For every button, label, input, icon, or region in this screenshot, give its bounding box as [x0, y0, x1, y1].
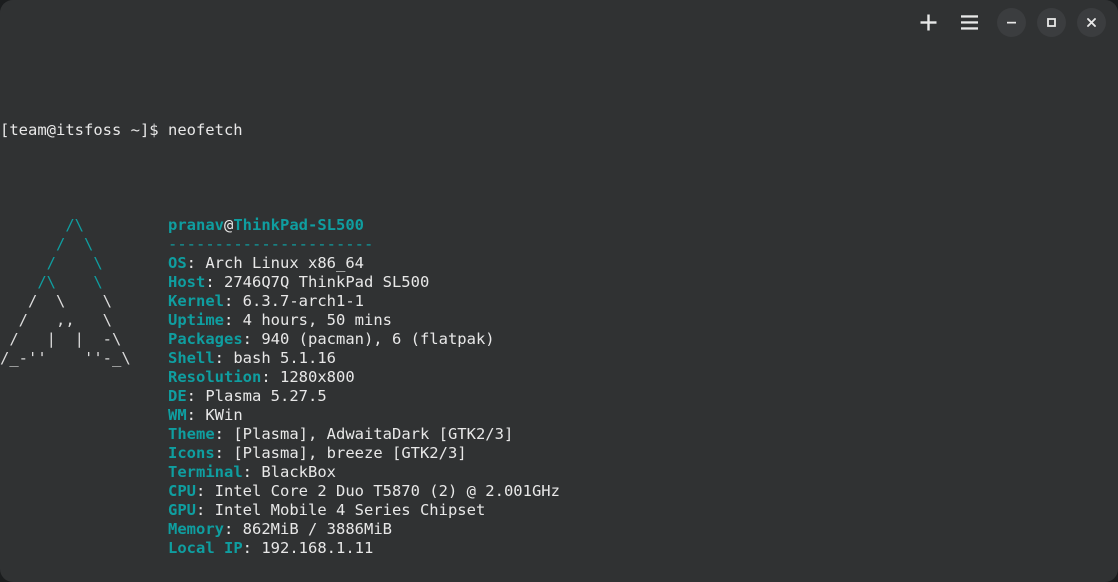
close-button[interactable]: [1077, 8, 1106, 37]
neofetch-entry: Local IP: 192.168.1.11: [168, 539, 560, 558]
titlebar: [0, 0, 1118, 45]
neofetch-separator: ----------------------: [168, 235, 374, 253]
neofetch-entry-colon: :: [261, 368, 280, 386]
neofetch-entry: Resolution: 1280x800: [168, 368, 560, 387]
neofetch-entry-value: 862MiB / 3886MiB: [242, 520, 392, 538]
ascii-art-line: /_-'' ''-_\: [0, 349, 131, 367]
ascii-art-line: / \: [0, 254, 103, 272]
neofetch-entry: Icons: [Plasma], breeze [GTK2/3]: [168, 444, 560, 463]
neofetch-entry-value: Intel Mobile 4 Series Chipset: [214, 501, 486, 519]
neofetch-entry-label: Shell: [168, 349, 215, 367]
neofetch-entry-colon: :: [186, 406, 206, 424]
neofetch-entry-value: 940 (pacman), 6 (flatpak): [261, 330, 495, 348]
neofetch-entry-label: Resolution: [168, 368, 262, 386]
neofetch-entry-value: BlackBox: [261, 463, 336, 481]
neofetch-host: ThinkPad-SL500: [233, 216, 364, 234]
neofetch-entry-label: Terminal: [168, 463, 243, 481]
neofetch-entry-colon: :: [242, 463, 262, 481]
neofetch-entry: Kernel: 6.3.7-arch1-1: [168, 292, 560, 311]
neofetch-entry: OS: Arch Linux x86_64: [168, 254, 560, 273]
ascii-art-line: /\: [0, 216, 84, 234]
neofetch-entry-colon: :: [224, 292, 243, 310]
menu-button[interactable]: [952, 6, 986, 40]
neofetch-entry-colon: :: [186, 387, 206, 405]
ascii-art-line: /\ \: [0, 273, 103, 291]
neofetch-entry-label: Local IP: [168, 539, 243, 557]
neofetch-entry-colon: :: [242, 330, 262, 348]
neofetch-entry-value: 192.168.1.11: [261, 539, 374, 557]
neofetch-entry-label: Memory: [168, 520, 224, 538]
neofetch-entry-label: Host: [168, 273, 206, 291]
neofetch-entry-colon: :: [214, 425, 234, 443]
hamburger-menu-icon: [960, 15, 978, 30]
neofetch-entry-value: 1280x800: [280, 368, 355, 386]
neofetch-entry-label: DE: [168, 387, 187, 405]
neofetch-entry: Theme: [Plasma], AdwaitaDark [GTK2/3]: [168, 425, 560, 444]
neofetch-entry: Uptime: 4 hours, 50 mins: [168, 311, 560, 330]
neofetch-entry: GPU: Intel Mobile 4 Series Chipset: [168, 501, 560, 520]
neofetch-entry-colon: :: [224, 520, 243, 538]
neofetch-entry-colon: :: [214, 349, 234, 367]
arch-linux-ascii-art: /\ / \ / \ /\ \ / \ \ / ,, \ / | | -\/_-…: [0, 216, 168, 368]
ascii-art-line: / \ \: [0, 292, 112, 310]
neofetch-entry-colon: :: [205, 273, 224, 291]
command-line-neofetch: [team@itsfoss ~]$ neofetch: [0, 121, 1118, 140]
maximize-button[interactable]: [1037, 8, 1066, 37]
neofetch-entry-label: Icons: [168, 444, 215, 462]
shell-prompt: [team@itsfoss ~]$: [0, 121, 168, 139]
neofetch-info-block: pranav@ThinkPad-SL500 -------------------…: [168, 216, 560, 558]
neofetch-entry-label: Packages: [168, 330, 243, 348]
neofetch-entry-label: OS: [168, 254, 187, 272]
close-icon: [1087, 18, 1096, 27]
neofetch-entry: DE: Plasma 5.27.5: [168, 387, 560, 406]
neofetch-entry-colon: :: [196, 482, 215, 500]
new-tab-button[interactable]: [911, 6, 945, 40]
neofetch-entry-colon: :: [242, 539, 262, 557]
ascii-art-line: / \: [0, 235, 94, 253]
neofetch-entry: Host: 2746Q7Q ThinkPad SL500: [168, 273, 560, 292]
neofetch-entry-colon: :: [224, 311, 243, 329]
command-text: neofetch: [167, 121, 243, 139]
minimize-button[interactable]: [997, 8, 1026, 37]
maximize-icon: [1047, 18, 1056, 27]
neofetch-entry: CPU: Intel Core 2 Duo T5870 (2) @ 2.001G…: [168, 482, 560, 501]
neofetch-entry-label: Uptime: [168, 311, 224, 329]
neofetch-entry: Shell: bash 5.1.16: [168, 349, 560, 368]
neofetch-entry-value: Plasma 5.27.5: [205, 387, 327, 405]
neofetch-entry-value: Intel Core 2 Duo T5870 (2) @ 2.001GHz: [214, 482, 560, 500]
ascii-art-line: / | | -\: [0, 330, 122, 348]
neofetch-entry-value: 4 hours, 50 mins: [242, 311, 392, 329]
terminal-screen[interactable]: [team@itsfoss ~]$ neofetch /\ / \ / \ /\…: [0, 45, 1118, 582]
neofetch-entry: WM: KWin: [168, 406, 560, 425]
neofetch-at: @: [224, 216, 234, 234]
neofetch-entry-value: KWin: [205, 406, 243, 424]
neofetch-entry: Memory: 862MiB / 3886MiB: [168, 520, 560, 539]
neofetch-entry-label: WM: [168, 406, 187, 424]
neofetch-entry-label: GPU: [168, 501, 196, 519]
neofetch-entry-label: Kernel: [168, 292, 224, 310]
neofetch-entry: Packages: 940 (pacman), 6 (flatpak): [168, 330, 560, 349]
neofetch-entry-value: bash 5.1.16: [233, 349, 336, 367]
neofetch-entry-label: Theme: [168, 425, 215, 443]
ascii-art-line: / ,, \: [0, 311, 112, 329]
neofetch-entry-value: [Plasma], AdwaitaDark [GTK2/3]: [233, 425, 514, 443]
neofetch-entry: Terminal: BlackBox: [168, 463, 560, 482]
neofetch-entry-colon: :: [196, 501, 215, 519]
neofetch-entry-colon: :: [214, 444, 234, 462]
neofetch-output: /\ / \ / \ /\ \ / \ \ / ,, \ / | | -\/_-…: [0, 216, 1118, 577]
neofetch-user: pranav: [168, 216, 224, 234]
neofetch-entry-value: 2746Q7Q ThinkPad SL500: [224, 273, 430, 291]
neofetch-entry-colon: :: [186, 254, 206, 272]
plus-icon: [920, 14, 936, 31]
neofetch-entry-value: Arch Linux x86_64: [205, 254, 364, 272]
minimize-icon: [1007, 21, 1016, 24]
neofetch-entry-value: [Plasma], breeze [GTK2/3]: [233, 444, 467, 462]
neofetch-entry-value: 6.3.7-arch1-1: [242, 292, 364, 310]
neofetch-title: pranav@ThinkPad-SL500: [168, 216, 560, 235]
neofetch-entry-label: CPU: [168, 482, 196, 500]
